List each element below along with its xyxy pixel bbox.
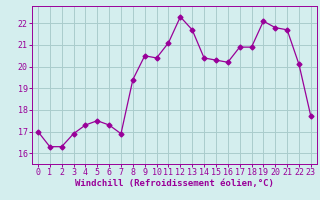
X-axis label: Windchill (Refroidissement éolien,°C): Windchill (Refroidissement éolien,°C) bbox=[75, 179, 274, 188]
